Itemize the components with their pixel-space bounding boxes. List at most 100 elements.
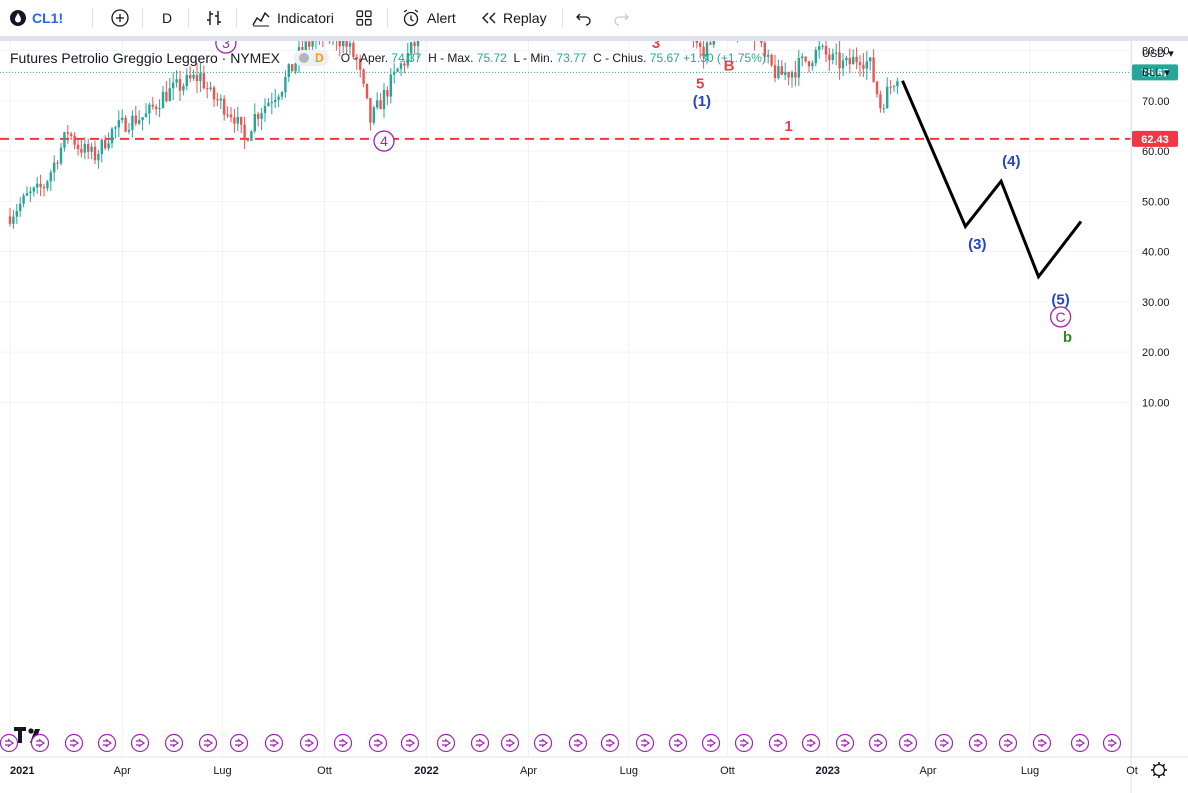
event-marker-icon[interactable]: [198, 733, 218, 753]
event-marker-icon[interactable]: [998, 733, 1018, 753]
candle-up: [131, 115, 134, 130]
alert-button[interactable]: Alert: [401, 0, 456, 36]
unit-selector[interactable]: BLL ▾: [1142, 67, 1170, 79]
candle-up: [114, 127, 117, 129]
event-marker-icon[interactable]: [130, 733, 150, 753]
event-marker-icon[interactable]: [229, 733, 249, 753]
wave-label-circle: [1049, 306, 1072, 328]
candle-down: [233, 117, 236, 124]
candle-up: [199, 73, 202, 82]
interval-button[interactable]: D: [162, 0, 172, 36]
undo-button[interactable]: [575, 0, 593, 36]
event-marker-icon[interactable]: [568, 733, 588, 753]
event-marker-icon[interactable]: [1102, 733, 1122, 753]
event-marker-icon[interactable]: [333, 733, 353, 753]
event-arrow-glyph: [874, 738, 884, 748]
event-marker-icon[interactable]: [97, 733, 117, 753]
top-toolbar: CL1! D Indicatori Alert Replay: [0, 0, 1188, 36]
candle-up: [841, 60, 845, 69]
event-arrow-glyph: [5, 738, 15, 748]
event-marker-icon[interactable]: [0, 733, 19, 753]
event-marker-icon[interactable]: [600, 733, 620, 753]
symbol-selector[interactable]: CL1!: [10, 0, 63, 36]
event-arrow-glyph: [476, 738, 486, 748]
layouts-button[interactable]: [355, 0, 373, 36]
event-marker-ring: [97, 733, 117, 753]
candle-up: [182, 86, 185, 91]
event-marker-icon[interactable]: [164, 733, 184, 753]
event-arrow-glyph: [707, 738, 717, 748]
candle-down: [403, 63, 406, 66]
event-marker-icon[interactable]: [500, 733, 520, 753]
event-marker-icon[interactable]: [533, 733, 553, 753]
price-tick-label: 70.00: [1142, 96, 1170, 108]
candlestick-series: [8, 41, 899, 229]
interval-badge[interactable]: D: [294, 50, 329, 66]
event-marker-icon[interactable]: [635, 733, 655, 753]
event-marker-icon[interactable]: [768, 733, 788, 753]
event-marker-icon[interactable]: [898, 733, 918, 753]
currency-selector[interactable]: USD ▾: [1142, 48, 1174, 60]
event-marker-icon[interactable]: [734, 733, 754, 753]
compare-add-button[interactable]: [110, 0, 130, 36]
indicators-button[interactable]: Indicatori: [251, 0, 334, 36]
candle-up: [161, 91, 165, 109]
candle-up: [821, 45, 824, 47]
event-marker-icon[interactable]: [1070, 733, 1090, 753]
price-tick-label: 20.00: [1142, 347, 1170, 359]
candle-up: [127, 129, 131, 132]
event-marker-icon[interactable]: [400, 733, 420, 753]
event-marker-icon[interactable]: [934, 733, 954, 753]
candle-down: [195, 74, 199, 82]
close-label: C - Chius.: [593, 51, 647, 65]
redo-button[interactable]: [612, 0, 630, 36]
chart-type-button[interactable]: [205, 0, 223, 36]
candle-down: [80, 148, 83, 153]
event-marker-icon[interactable]: [868, 733, 888, 753]
candle-up: [63, 132, 66, 148]
event-marker-icon[interactable]: [470, 733, 490, 753]
event-marker-icon[interactable]: [299, 733, 319, 753]
event-marker-icon[interactable]: [264, 733, 284, 753]
event-marker-icon[interactable]: [1032, 733, 1052, 753]
replay-button[interactable]: Replay: [480, 0, 547, 36]
candle-down: [216, 99, 219, 101]
candle-down: [780, 66, 783, 75]
candle-up: [280, 92, 284, 97]
unit-label: BLL: [1142, 67, 1162, 79]
candle-up: [32, 187, 35, 192]
event-marker-icon[interactable]: [835, 733, 855, 753]
candle-up: [294, 63, 297, 72]
event-marker-icon[interactable]: [64, 733, 84, 753]
interval-label: D: [162, 10, 173, 26]
candle-up: [831, 53, 834, 60]
event-marker-icon[interactable]: [801, 733, 821, 753]
event-marker-ring: [333, 733, 353, 753]
event-marker-ring: [835, 733, 855, 753]
candle-up: [811, 63, 814, 67]
event-marker-icon[interactable]: [701, 733, 721, 753]
candle-down: [212, 87, 216, 100]
event-marker-icon[interactable]: [436, 733, 456, 753]
candle-up: [777, 66, 780, 79]
candle-up: [818, 46, 821, 51]
price-tick-label: 50.00: [1142, 196, 1170, 208]
low-value: 73.77: [556, 51, 587, 65]
event-marker-icon[interactable]: [668, 733, 688, 753]
price-label-box: [1132, 130, 1178, 147]
wave-label: 3: [222, 41, 230, 51]
event-marker-icon[interactable]: [368, 733, 388, 753]
candle-up: [896, 81, 899, 87]
gear-icon[interactable]: [1151, 762, 1167, 778]
candle-down: [226, 114, 229, 116]
candle-down: [151, 104, 154, 107]
plus-circle-icon: [111, 9, 129, 27]
candle-down: [804, 56, 807, 62]
indicators-icon: [252, 11, 270, 27]
event-arrow-glyph: [904, 738, 914, 748]
wave-label: (4): [1002, 153, 1020, 170]
event-marker-icon[interactable]: [968, 733, 988, 753]
event-marker-icon[interactable]: [30, 733, 50, 753]
time-scale: 2021 Apr Lug Ott 2022 Apr Lug Ott 2023 Apr Lug Ot: [0, 756, 1188, 778]
